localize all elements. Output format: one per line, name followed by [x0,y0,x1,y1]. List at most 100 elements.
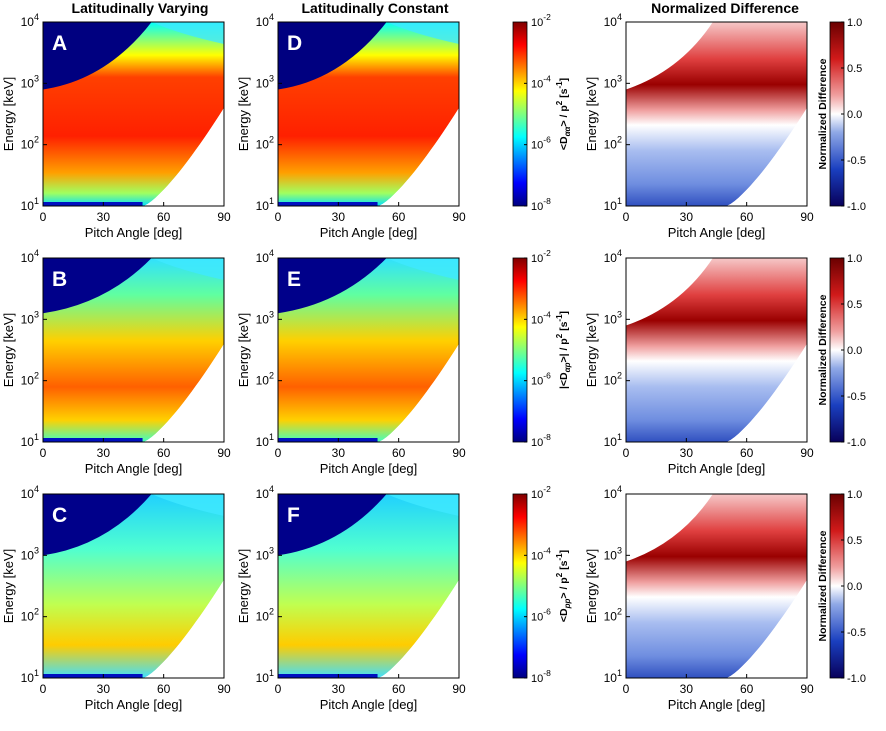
diff-colorbar-tick-label: 0.5 [847,535,862,547]
diff-colorbar-tick-label: -1.0 [847,437,866,449]
x-tick-label: 90 [800,682,814,696]
diff-colorbar-row-3: 1.0 0.5 0.0 -0.5 -1.0 Normalized Difference [817,489,866,685]
diff-colorbar-row-1: 1.0 0.5 0.0 -0.5 -1.0 Normalized Difference [817,17,866,213]
y-axis-label: Energy [keV] [1,549,16,623]
colorbar-label: |<Dαp>| / p2 [s-1] [555,311,572,389]
y-tick-label: 103 [21,73,39,90]
column-title-1: Latitudinally Varying [72,0,209,16]
diff-colorbar-tick-label: 0.0 [847,109,862,121]
colorbar-tick-label: 10-8 [531,196,551,213]
y-tick-label: 103 [256,73,274,90]
x-tick-label: 30 [97,210,111,224]
x-axis-label: Pitch Angle [deg] [668,225,766,240]
colorbar-tick-label: 10-8 [531,432,551,449]
y-tick-label: 101 [604,196,622,213]
x-tick-label: 60 [740,210,754,224]
colorbar-tick-label: 10-6 [531,135,551,152]
y-tick-label: 102 [21,371,39,388]
y-tick-label: 101 [604,432,622,449]
no-data-region [626,494,713,562]
y-tick-label: 103 [256,309,274,326]
cutoff-region [378,107,459,206]
colorbar-row-2: 10-2 10-4 10-6 10-8 |<Dαp>| / p2 [s-1] [512,248,572,449]
difference-field [626,494,807,678]
cutoff-region [143,579,224,678]
x-tick-label: 60 [392,446,406,460]
cutoff-region [726,107,807,206]
panel-F: F 0 30 60 90 Pitch Angle [deg] 101 102 103 104 Ene… [236,484,466,712]
y-tick-label: 101 [256,668,274,685]
upper-band [386,22,459,44]
axes-frame [42,21,225,207]
y-tick-label: 101 [256,432,274,449]
y-tick-label: 103 [604,73,622,90]
upper-band [386,494,459,516]
panel-letter: H [635,268,650,291]
colorbar-tick-label: 10-6 [531,607,551,624]
x-tick-label: 30 [97,446,111,460]
low-value-region [278,22,387,90]
x-tick-label: 30 [680,682,694,696]
diff-colorbar-tick-label: 1.0 [847,489,862,501]
panel-letter: G [635,32,651,55]
x-tick-label: 90 [217,210,231,224]
y-tick-label: 103 [604,309,622,326]
y-tick-label: 104 [21,12,39,29]
panel-letter: A [52,32,67,55]
x-tick-label: 60 [157,682,171,696]
cutoff-region [143,107,224,206]
panels: A 0 30 60 90 Pitch Angle [deg] 101 102 103 104 Ene… [1,12,814,712]
colorbar-tick-label: 10-4 [531,309,551,326]
diff-colorbar-label: Normalized Difference [817,294,829,405]
upper-band [151,258,224,280]
colorbar-tick-label: 10-2 [531,12,551,29]
x-tick-label: 90 [452,682,466,696]
y-tick-label: 101 [256,196,274,213]
panel-C: C 0 30 60 90 Pitch Angle [deg] 101 102 103 104 Ene… [1,484,231,712]
y-axis-label: Energy [keV] [584,549,599,623]
x-axis-label: Pitch Angle [deg] [85,225,183,240]
x-tick-label: 0 [40,210,47,224]
y-tick-label: 102 [256,371,274,388]
low-value-region [278,494,387,556]
y-tick-label: 102 [604,135,622,152]
axes-frame [277,21,460,207]
x-axis-label: Pitch Angle [deg] [320,225,418,240]
colorbar-tick-label: 10-8 [531,668,551,685]
colorbars: 10-2 10-4 10-6 10-8 <Dαα> / p2 [s-1] 10-2 10-4… [512,12,866,685]
x-tick-label: 60 [157,210,171,224]
diff-colorbar-tick-label: -1.0 [847,201,866,213]
panel-D: D 0 30 60 90 Pitch Angle [deg] 101 102 103 104 Ene… [236,12,466,240]
y-tick-label: 104 [256,484,274,501]
x-tick-label: 90 [800,210,814,224]
x-tick-label: 60 [392,210,406,224]
axes-frame [625,257,808,443]
y-tick-label: 103 [21,309,39,326]
y-tick-label: 102 [604,371,622,388]
bottom-strip [278,674,378,678]
panel-letter: B [52,268,67,291]
y-axis-label: Energy [keV] [1,313,16,387]
x-tick-label: 90 [217,682,231,696]
panel-letter: C [52,504,67,527]
x-tick-label: 0 [275,210,282,224]
y-tick-label: 102 [604,607,622,624]
panel-E: E 0 30 60 90 Pitch Angle [deg] 101 102 103 104 Ene… [236,248,466,476]
cutoff-region [726,343,807,442]
x-axis-label: Pitch Angle [deg] [320,461,418,476]
y-tick-label: 103 [256,545,274,562]
y-tick-label: 104 [604,248,622,265]
cutoff-region [726,579,807,678]
x-tick-label: 0 [275,682,282,696]
y-axis-label: Energy [keV] [236,313,251,387]
y-tick-label: 103 [21,545,39,562]
x-tick-label: 90 [800,446,814,460]
y-axis-label: Energy [keV] [236,77,251,151]
panel-G: G 0 30 60 90 Pitch Angle [deg] 101 102 103 104 Ene… [584,12,814,240]
diff-colorbar-tick-label: -0.5 [847,627,866,639]
difference-field [626,258,807,442]
colorbar-tick-label: 10-2 [531,484,551,501]
bottom-strip [43,202,143,206]
x-tick-label: 0 [275,446,282,460]
no-data-region [626,258,713,326]
